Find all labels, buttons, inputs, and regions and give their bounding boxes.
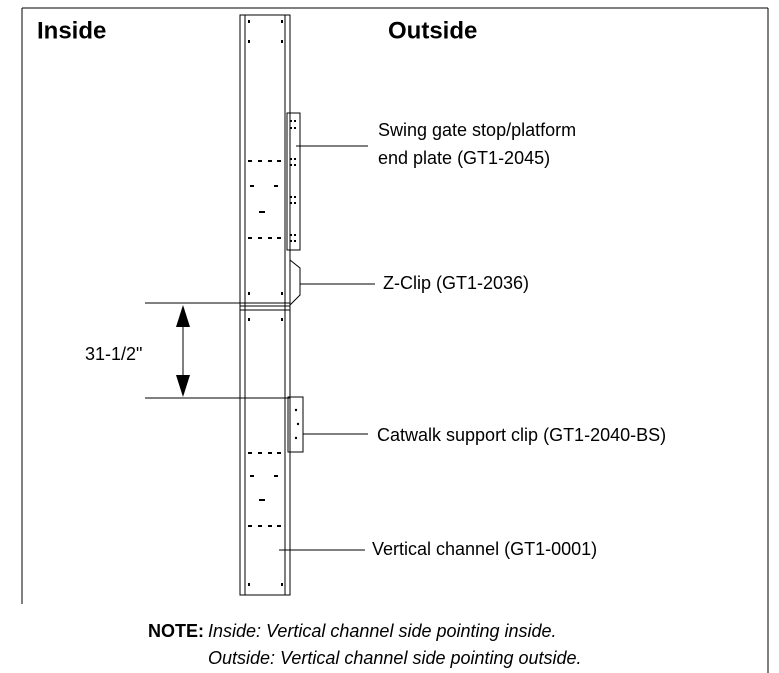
callout-text: Vertical channel (GT1-0001) (372, 539, 597, 559)
callout-lines (279, 145, 375, 551)
outside-label: Outside (388, 17, 477, 44)
callout-text: end plate (GT1-2045) (378, 148, 550, 168)
note-line: Outside: Vertical channel side pointing … (208, 648, 582, 668)
note-label: NOTE: (148, 621, 204, 641)
catwalk-clip (287, 396, 304, 453)
frame (21, 7, 769, 673)
inside-label: Inside (37, 17, 106, 44)
callout-text: Catwalk support clip (GT1-2040-BS) (377, 425, 666, 445)
end-plate (286, 112, 301, 251)
callout-text: Z-Clip (GT1-2036) (383, 273, 529, 293)
note-line: Inside: Vertical channel side pointing i… (208, 621, 557, 641)
callout-text: Swing gate stop/platform (378, 120, 576, 140)
z-clip (289, 259, 301, 306)
dimension-label: 31-1/2" (85, 344, 142, 364)
dimension (145, 302, 290, 399)
vertical-channel (239, 14, 291, 596)
